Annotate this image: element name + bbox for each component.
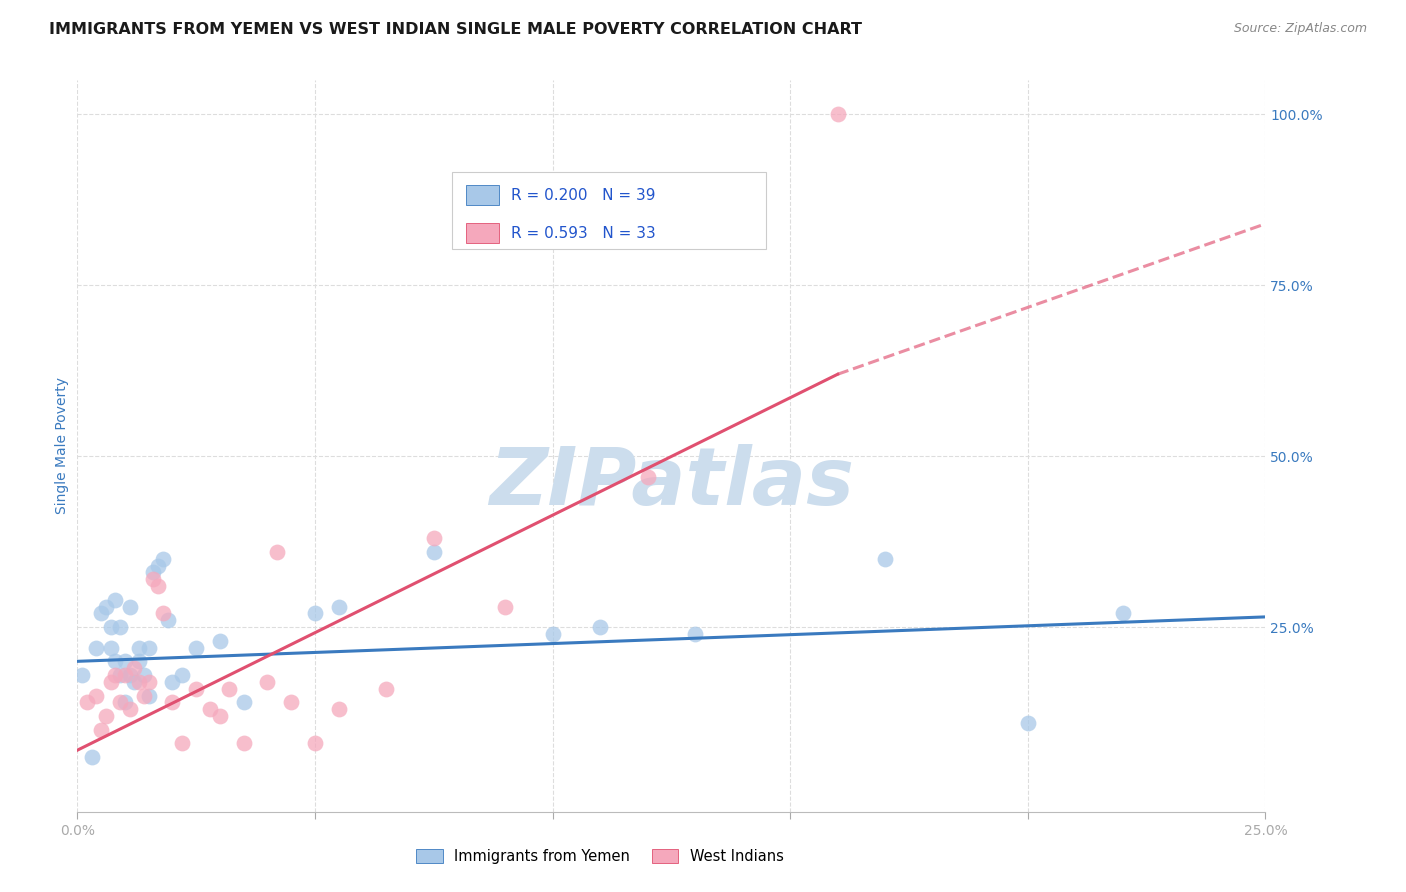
- Text: ZIPatlas: ZIPatlas: [489, 443, 853, 522]
- FancyBboxPatch shape: [465, 223, 499, 244]
- Point: [94, 709, 117, 723]
- FancyBboxPatch shape: [465, 185, 499, 205]
- Point: [114, 668, 136, 682]
- Point: [146, 579, 169, 593]
- Point: [423, 545, 446, 559]
- Point: [152, 607, 174, 621]
- Point: [70, 668, 93, 682]
- Point: [118, 599, 141, 614]
- Point: [132, 689, 155, 703]
- Point: [423, 531, 446, 545]
- Point: [138, 674, 160, 689]
- Point: [162, 695, 184, 709]
- Point: [208, 633, 231, 648]
- Point: [86, 689, 108, 703]
- Point: [100, 620, 122, 634]
- Point: [132, 668, 155, 682]
- Point: [128, 640, 150, 655]
- Point: [94, 599, 117, 614]
- Point: [683, 627, 706, 641]
- Point: [146, 558, 169, 573]
- Point: [138, 689, 160, 703]
- Point: [170, 668, 193, 682]
- Point: [170, 736, 193, 750]
- Point: [1017, 715, 1039, 730]
- Point: [266, 545, 288, 559]
- Point: [186, 681, 208, 696]
- Point: [875, 551, 897, 566]
- Point: [124, 674, 146, 689]
- Point: [108, 695, 131, 709]
- Point: [90, 723, 112, 737]
- Point: [156, 613, 179, 627]
- Point: [108, 620, 131, 634]
- Legend: Immigrants from Yemen, West Indians: Immigrants from Yemen, West Indians: [411, 844, 790, 871]
- Point: [375, 681, 398, 696]
- Point: [186, 640, 208, 655]
- Point: [142, 566, 165, 580]
- Point: [200, 702, 222, 716]
- Point: [256, 674, 278, 689]
- FancyBboxPatch shape: [451, 171, 766, 249]
- Point: [100, 640, 122, 655]
- Point: [104, 668, 127, 682]
- Point: [280, 695, 302, 709]
- Point: [80, 750, 103, 764]
- Point: [104, 592, 127, 607]
- Text: R = 0.200   N = 39: R = 0.200 N = 39: [510, 187, 655, 202]
- Point: [108, 668, 131, 682]
- Point: [232, 736, 254, 750]
- Point: [494, 599, 516, 614]
- Point: [76, 695, 98, 709]
- Y-axis label: Single Male Poverty: Single Male Poverty: [55, 377, 69, 515]
- Point: [208, 709, 231, 723]
- Point: [218, 681, 240, 696]
- Point: [328, 702, 350, 716]
- Point: [86, 640, 108, 655]
- Point: [128, 654, 150, 668]
- Point: [118, 702, 141, 716]
- Point: [304, 607, 326, 621]
- Point: [589, 620, 612, 634]
- Point: [90, 607, 112, 621]
- Point: [232, 695, 254, 709]
- Point: [162, 674, 184, 689]
- Text: R = 0.593   N = 33: R = 0.593 N = 33: [510, 226, 655, 241]
- Point: [541, 627, 564, 641]
- Point: [118, 668, 141, 682]
- Point: [304, 736, 326, 750]
- Point: [138, 640, 160, 655]
- Point: [114, 654, 136, 668]
- Text: IMMIGRANTS FROM YEMEN VS WEST INDIAN SINGLE MALE POVERTY CORRELATION CHART: IMMIGRANTS FROM YEMEN VS WEST INDIAN SIN…: [49, 22, 862, 37]
- Point: [124, 661, 146, 675]
- Text: Source: ZipAtlas.com: Source: ZipAtlas.com: [1233, 22, 1367, 36]
- Point: [152, 551, 174, 566]
- Point: [100, 674, 122, 689]
- Point: [328, 599, 350, 614]
- Point: [1112, 607, 1135, 621]
- Point: [128, 674, 150, 689]
- Point: [637, 469, 659, 483]
- Point: [142, 572, 165, 586]
- Point: [104, 654, 127, 668]
- Point: [114, 695, 136, 709]
- Point: [827, 107, 849, 121]
